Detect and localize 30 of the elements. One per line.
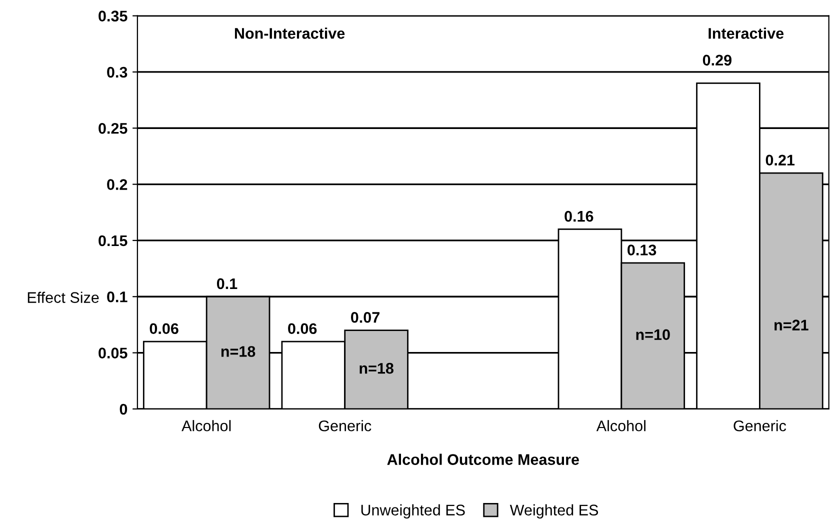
- y-tick-label: 0.2: [107, 179, 128, 190]
- y-tick-label: 0.35: [98, 10, 128, 22]
- data-label: 0.1: [216, 278, 238, 290]
- annotation: n=18: [221, 346, 256, 357]
- y-tick-label: 0.15: [98, 235, 128, 246]
- data-label: 0.13: [628, 244, 656, 256]
- y-tick-label: 0.05: [98, 348, 128, 358]
- y-tick-label: 0.25: [98, 123, 128, 134]
- x-tick-label: Generic: [734, 420, 786, 432]
- annotation: Non-Interactive: [234, 28, 345, 39]
- annotation: n=18: [360, 362, 394, 374]
- legend-label: Weighted ES: [510, 504, 598, 519]
- y-tick-label: 0: [120, 404, 128, 415]
- legend-label: Unweighted ES: [361, 504, 465, 519]
- annotation: n=10: [636, 329, 670, 340]
- data-label: 0.21: [766, 154, 795, 166]
- x-tick-label: Alcohol: [596, 420, 646, 432]
- data-label: 0.06: [150, 323, 178, 334]
- data-label: 0.06: [288, 323, 317, 334]
- data-label: 0.29: [702, 54, 732, 66]
- y-tick-label: 0.1: [107, 291, 128, 302]
- y-axis-title: Effect Size: [28, 292, 99, 303]
- annotation: Interactive: [708, 28, 784, 39]
- x-tick-label: Generic: [318, 420, 372, 432]
- x-axis-title: Alcohol Outcome Measure: [387, 454, 579, 465]
- x-tick-label: Alcohol: [182, 420, 231, 432]
- y-tick-label: 0.3: [107, 66, 128, 78]
- data-label: 0.07: [350, 312, 380, 323]
- data-label: 0.16: [564, 210, 594, 222]
- annotation: n=21: [774, 320, 808, 330]
